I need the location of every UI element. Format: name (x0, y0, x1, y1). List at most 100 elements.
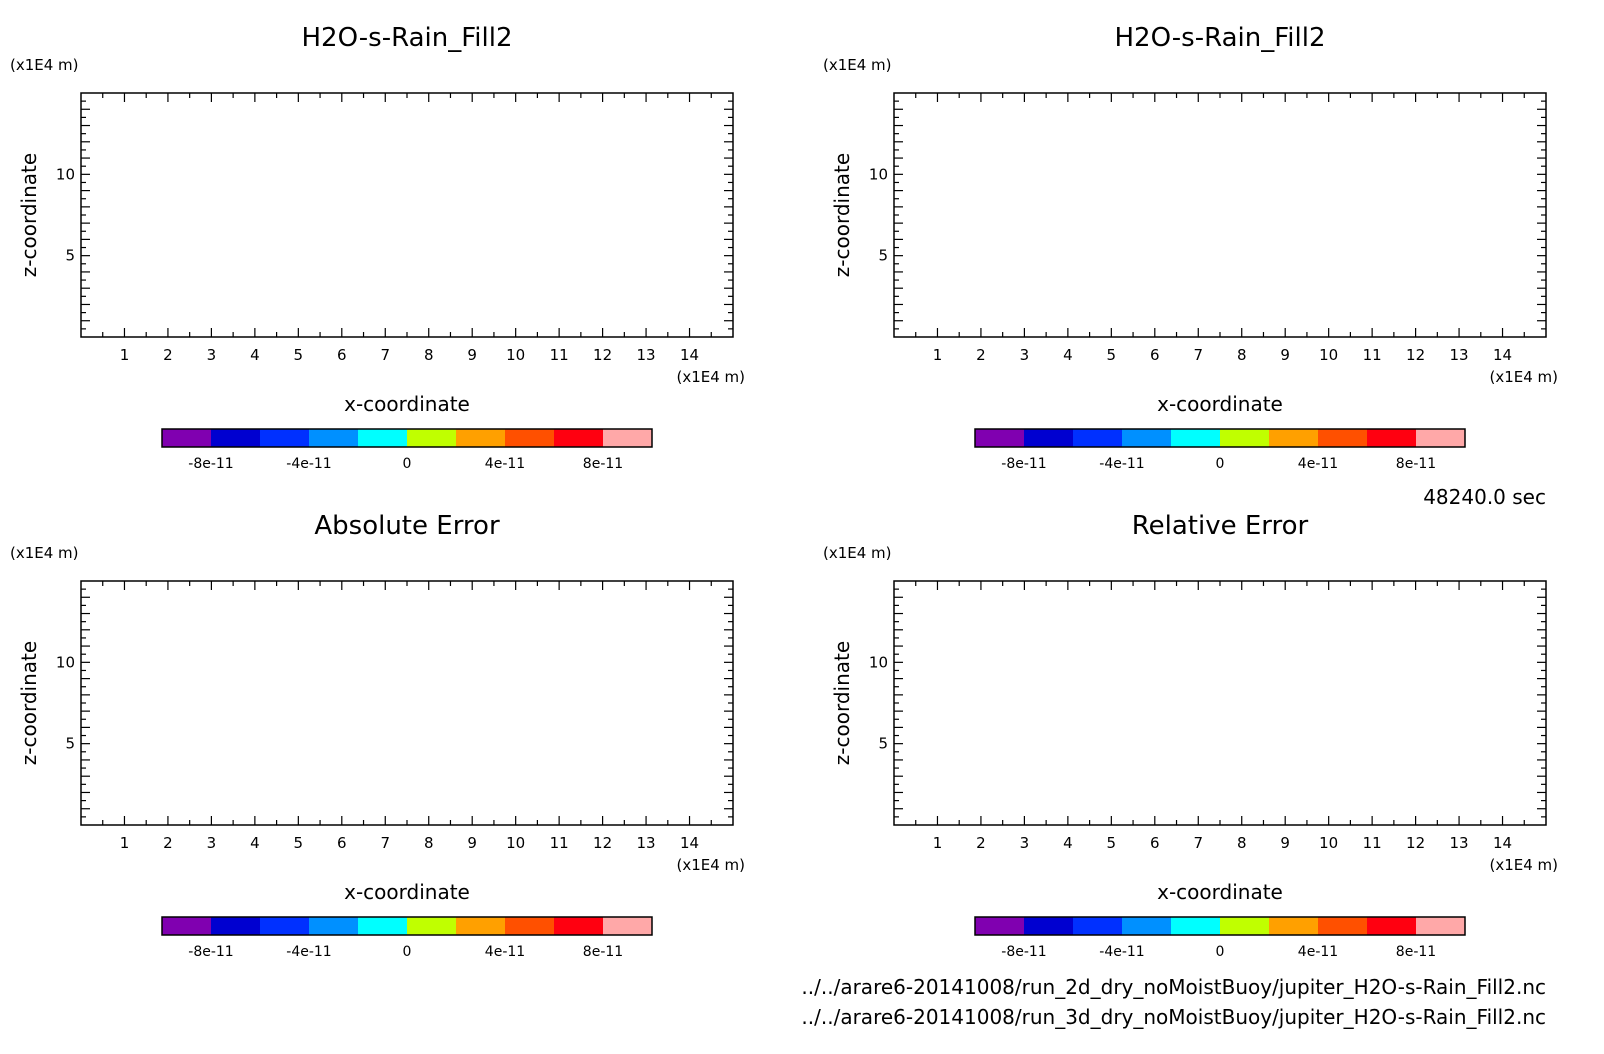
colorbar-swatch (260, 429, 310, 447)
colorbar-swatch (1318, 429, 1368, 447)
y-axis-label: z-coordinate (830, 153, 854, 277)
y-tick-label: 5 (878, 247, 888, 265)
x-tick-label: 11 (1363, 346, 1382, 364)
x-tick-label: 6 (1150, 346, 1160, 364)
x-tick-label: 5 (294, 346, 304, 364)
colorbar-label: -4e-11 (286, 456, 331, 472)
colorbar-swatch (1416, 917, 1466, 935)
panel-1: H2O-s-Rain_Fill2(x1E4 m)1 2 3 4 5 6 7 8 9 10 11 12 1… (10, 23, 745, 472)
colorbar-label: 0 (1216, 944, 1225, 960)
x-tick-label: 14 (680, 346, 699, 364)
colorbar-swatch (358, 917, 408, 935)
x-tick-label: 6 (1150, 834, 1160, 852)
x-tick-label: 13 (1450, 346, 1469, 364)
x-tick-label: 11 (550, 834, 569, 852)
y-tick-label: 5 (878, 735, 888, 753)
colorbar-swatch (407, 917, 457, 935)
x-tick-label: 7 (380, 834, 390, 852)
x-tick-label: 6 (337, 834, 347, 852)
plot-frame (893, 580, 1547, 826)
colorbar-label: 4e-11 (1298, 456, 1338, 472)
x-tick-label: 1 (933, 834, 943, 852)
colorbar-swatch (975, 917, 1025, 935)
file-path-1: ../../arare6-20141008/run_2d_dry_noMoist… (801, 975, 1546, 999)
colorbar-swatch (1171, 917, 1221, 935)
time-label: 48240.0 sec (1423, 485, 1546, 509)
x-axis-label: x-coordinate (1157, 880, 1283, 904)
colorbar-swatch (603, 429, 653, 447)
colorbar-swatch (211, 917, 261, 935)
x-tick-label: 13 (637, 346, 656, 364)
x-tick-label: 10 (506, 346, 525, 364)
colorbar-swatch (1122, 917, 1172, 935)
x-tick-label: 14 (680, 834, 699, 852)
colorbar-label: -4e-11 (1099, 944, 1144, 960)
plot-frame (893, 92, 1547, 338)
colorbar-label: 0 (403, 944, 412, 960)
colorbar-swatch (1367, 429, 1417, 447)
colorbar-label: -8e-11 (1001, 456, 1046, 472)
colorbar-swatch (260, 917, 310, 935)
colorbar-swatch (358, 429, 408, 447)
y-tick-label: 10 (56, 165, 75, 183)
panel-3: Absolute Error(x1E4 m)1 2 3 4 5 6 7 8 9 10 11 12 13 1… (10, 511, 745, 960)
x-tick-label: 1 (120, 834, 130, 852)
colorbar-label: 4e-11 (485, 456, 525, 472)
colorbar-frame (161, 916, 653, 936)
x-tick-label: 8 (1237, 346, 1247, 364)
y-axis-label: z-coordinate (830, 641, 854, 765)
colorbar-frame (974, 916, 1466, 936)
colorbar-swatch (505, 429, 555, 447)
colorbar-swatch (1073, 917, 1123, 935)
y-axis-label: z-coordinate (17, 641, 41, 765)
x-tick-label: 2 (163, 346, 173, 364)
plot-frame (80, 580, 734, 826)
colorbar-swatch (975, 429, 1025, 447)
x-tick-label: 3 (207, 834, 217, 852)
x-tick-label: 2 (976, 346, 986, 364)
x-tick-label: 4 (250, 834, 260, 852)
x-tick-label: 10 (1319, 346, 1338, 364)
colorbar-label: 4e-11 (1298, 944, 1338, 960)
colorbar-swatch (1269, 917, 1319, 935)
panel-2: H2O-s-Rain_Fill2(x1E4 m)1 2 3 4 5 6 7 8 9 10 11 12 1… (823, 23, 1558, 472)
y-tick-label: 10 (56, 653, 75, 671)
colorbar-label: 8e-11 (1396, 944, 1436, 960)
y-axis-label: z-coordinate (17, 153, 41, 277)
colorbar-swatch (505, 917, 555, 935)
colorbar-swatch (1220, 917, 1270, 935)
colorbar-label: 8e-11 (1396, 456, 1436, 472)
colorbar-swatch (1318, 917, 1368, 935)
x-tick-label: 11 (1363, 834, 1382, 852)
x-tick-label: 12 (593, 834, 612, 852)
colorbar-frame (161, 428, 653, 448)
x-tick-label: 2 (976, 834, 986, 852)
y-unit-label: (x1E4 m) (823, 544, 892, 562)
colorbar-swatch (309, 429, 359, 447)
x-tick-label: 11 (550, 346, 569, 364)
x-tick-label: 4 (250, 346, 260, 364)
x-tick-label: 7 (1193, 346, 1203, 364)
x-tick-label: 6 (337, 346, 347, 364)
plot-frame (80, 92, 734, 338)
colorbar-swatch (1220, 429, 1270, 447)
x-tick-label: 9 (467, 834, 477, 852)
colorbar-label: 0 (403, 456, 412, 472)
colorbar-swatch (1122, 429, 1172, 447)
x-unit-label: (x1E4 m) (1489, 368, 1558, 386)
colorbar-swatch (1024, 429, 1074, 447)
y-unit-label: (x1E4 m) (10, 56, 79, 74)
panel-title: Absolute Error (314, 511, 500, 541)
x-tick-label: 4 (1063, 834, 1073, 852)
colorbar-swatch (554, 429, 604, 447)
colorbar-swatch (162, 429, 212, 447)
x-unit-label: (x1E4 m) (1489, 856, 1558, 874)
x-tick-label: 9 (1280, 834, 1290, 852)
y-tick-label: 10 (869, 653, 888, 671)
x-tick-label: 5 (1107, 834, 1117, 852)
colorbar-label: 0 (1216, 456, 1225, 472)
y-tick-label: 5 (65, 735, 75, 753)
x-tick-label: 1 (933, 346, 943, 364)
colorbar-label: -8e-11 (1001, 944, 1046, 960)
